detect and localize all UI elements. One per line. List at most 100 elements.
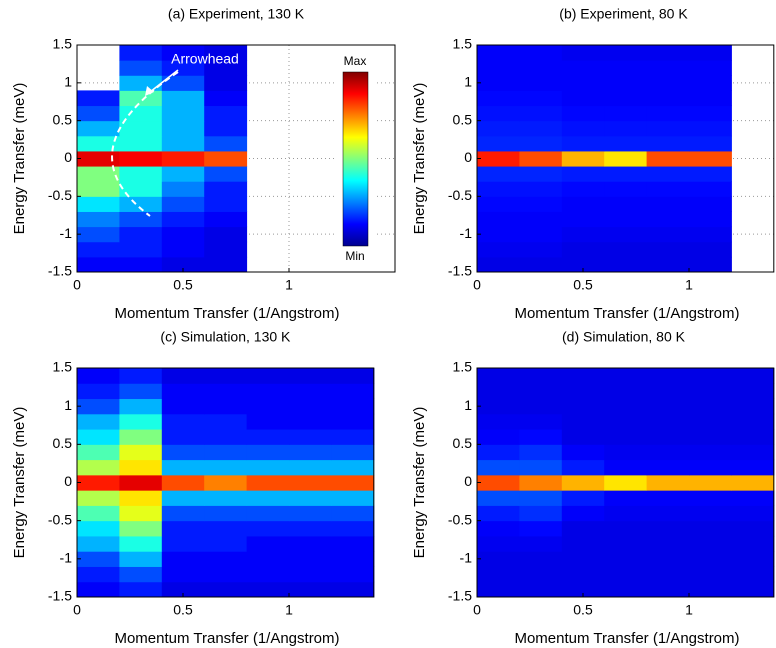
x-tick-label: 1 — [285, 602, 293, 618]
heatmap-cell — [689, 181, 732, 197]
heatmap-cell — [119, 166, 163, 182]
heatmap-cell — [561, 398, 605, 415]
heatmap-cell — [77, 368, 120, 384]
heatmap-cell — [204, 566, 248, 583]
heatmap-cell — [604, 398, 648, 415]
heatmap-cell — [646, 196, 690, 212]
y-tick-label: -0.5 — [448, 511, 472, 527]
heatmap-cell — [119, 135, 163, 152]
heatmap-cell — [689, 413, 732, 430]
x-axis-label: Momentum Transfer (1/Angstrom) — [514, 630, 739, 647]
colorbar-max-label: Max — [344, 54, 367, 68]
heatmap-cell — [331, 398, 375, 415]
heatmap-cell — [519, 551, 563, 567]
heatmap-cell — [689, 474, 732, 491]
y-tick-label: -1.5 — [448, 263, 472, 279]
heatmap-cell — [646, 75, 690, 91]
heatmap-cell — [161, 166, 205, 182]
heatmap-cell — [731, 383, 775, 400]
y-tick-label: 1 — [464, 74, 472, 90]
heatmap-cell — [604, 505, 648, 522]
x-tick-label: 0 — [473, 602, 481, 618]
heatmap-cell — [561, 413, 605, 430]
heatmap-cell — [604, 120, 648, 137]
x-tick-label: 0.5 — [573, 602, 593, 618]
heatmap-cell — [519, 241, 563, 258]
heatmap-cell — [289, 581, 332, 598]
heatmap-cell — [246, 429, 290, 445]
heatmap-cell — [289, 535, 332, 552]
heatmap-cell — [519, 150, 563, 167]
heatmap-cell — [689, 211, 732, 228]
heatmap-cell — [204, 45, 248, 61]
heatmap-cell — [246, 505, 290, 522]
heatmap-cell — [119, 150, 163, 167]
heatmap-cell — [289, 551, 332, 567]
heatmap-cell — [161, 211, 205, 228]
heatmap-cell — [331, 368, 375, 384]
heatmap-cell — [689, 490, 732, 506]
heatmap-cell — [331, 474, 375, 491]
heatmap-cell — [731, 490, 775, 506]
heatmap-cell — [689, 566, 732, 583]
heatmap-cell — [646, 398, 690, 415]
annotation-arrow — [149, 69, 179, 93]
y-tick-label: -1 — [460, 225, 473, 241]
heatmap-cell — [561, 505, 605, 522]
heatmap-cell — [161, 459, 205, 476]
heatmap-cell — [161, 505, 205, 522]
heatmap-cell — [519, 398, 563, 415]
heatmap-cell — [646, 150, 690, 167]
heatmap-cell — [689, 226, 732, 243]
heatmap-cell — [246, 398, 290, 415]
heatmap-cell — [119, 226, 163, 243]
heatmap-cell — [161, 398, 205, 415]
heatmap-cell — [604, 150, 648, 167]
y-tick-label: 0 — [64, 149, 72, 165]
heatmap-cell — [604, 444, 648, 461]
y-tick-label: 0.5 — [53, 435, 73, 451]
heatmap-cell — [204, 150, 248, 167]
heatmap-cell — [604, 551, 648, 567]
y-tick-label: 1.5 — [53, 36, 73, 52]
heatmap-cell — [77, 196, 120, 212]
heatmap-cell — [519, 256, 563, 273]
heatmap-cell — [289, 490, 332, 506]
heatmap-cell — [604, 256, 648, 273]
heatmap-cell — [689, 241, 732, 258]
heatmap-cell — [561, 429, 605, 445]
x-axis-label: Momentum Transfer (1/Angstrom) — [114, 630, 339, 647]
heatmap-cell — [604, 135, 648, 152]
heatmap-cell — [604, 75, 648, 91]
heatmap-cell — [689, 105, 732, 122]
y-tick-label: 0.5 — [53, 111, 73, 127]
heatmap-cell — [204, 383, 248, 400]
heatmap-cell — [477, 368, 520, 384]
heatmap-cell — [519, 75, 563, 91]
x-axis-label: Momentum Transfer (1/Angstrom) — [114, 305, 339, 322]
heatmap-cell — [604, 490, 648, 506]
heatmap-cell — [161, 60, 205, 76]
heatmap-cell — [331, 413, 375, 430]
panel-title: (c) Simulation, 130 K — [160, 329, 291, 345]
heatmap-cell — [246, 535, 290, 552]
y-tick-label: 1 — [64, 74, 72, 90]
heatmap-cell — [731, 444, 775, 461]
heatmap-cell — [77, 120, 120, 137]
heatmap-cell — [161, 520, 205, 537]
heatmap-cell — [477, 150, 520, 167]
heatmap-cell — [646, 535, 690, 552]
heatmap-cell — [161, 535, 205, 552]
heatmap-cell — [646, 135, 690, 152]
heatmap-cell — [561, 181, 605, 197]
heatmap-cell — [119, 398, 163, 415]
heatmap-cell — [519, 368, 563, 384]
heatmap-cell — [561, 105, 605, 122]
heatmap-cell — [477, 429, 520, 445]
heatmap-cell — [119, 45, 163, 61]
heatmap-cell — [561, 75, 605, 91]
heatmap-cell — [77, 383, 120, 400]
heatmap-cell — [77, 256, 120, 273]
heatmap-cell — [246, 459, 290, 476]
heatmap-cell — [204, 429, 248, 445]
